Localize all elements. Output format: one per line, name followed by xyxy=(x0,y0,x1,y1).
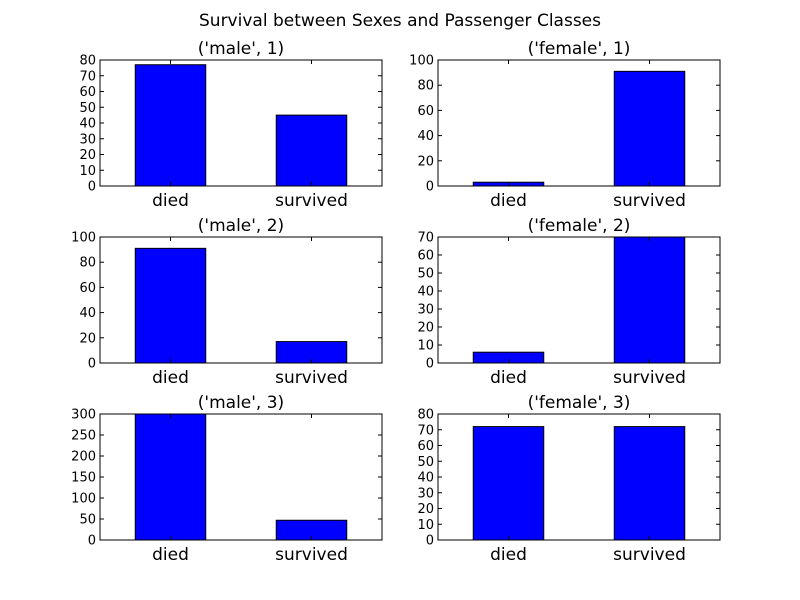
ytick-label: 0 xyxy=(426,357,434,372)
category-label-survived: survived xyxy=(613,545,686,565)
category-label-survived: survived xyxy=(275,368,348,388)
ytick-label: 0 xyxy=(88,357,96,372)
figure-title: Survival between Sexes and Passenger Cla… xyxy=(199,11,601,31)
ytick-label: 10 xyxy=(417,339,434,354)
subplot-title: ('female', 3) xyxy=(528,393,631,413)
ytick-label: 60 xyxy=(417,439,434,454)
ytick-label: 60 xyxy=(417,104,434,119)
category-label-survived: survived xyxy=(275,191,348,211)
subplot-title: ('male', 3) xyxy=(198,393,284,413)
ytick-label: 0 xyxy=(88,180,96,195)
ytick-label: 100 xyxy=(71,492,96,507)
ytick-label: 60 xyxy=(79,281,96,296)
axes-frame xyxy=(99,236,383,364)
category-label-died: died xyxy=(490,545,527,565)
ytick-label: 40 xyxy=(417,285,434,300)
subplot-2: ('female', 1) 0 20 40 60 80 100 died survived xyxy=(409,39,721,211)
ytick-label: 50 xyxy=(417,267,434,282)
subplot-5: ('male', 3) 0 50 100 150 200 250 300 died survive… xyxy=(71,393,383,565)
bar-survived xyxy=(613,236,686,364)
ytick-label: 10 xyxy=(79,164,96,179)
ytick-label: 30 xyxy=(79,132,96,147)
ytick-label: 100 xyxy=(409,54,434,69)
ytick-label: 50 xyxy=(417,455,434,470)
ytick-label: 50 xyxy=(79,513,96,528)
ytick-label: 0 xyxy=(88,534,96,549)
ytick-label: 100 xyxy=(71,231,96,246)
ytick-label: 300 xyxy=(71,408,96,423)
ytick-label: 40 xyxy=(79,306,96,321)
subplot-title: ('male', 1) xyxy=(198,39,284,59)
subplot-title: ('female', 1) xyxy=(528,39,631,59)
ytick-label: 150 xyxy=(71,471,96,486)
bar-died xyxy=(134,247,207,364)
bar-survived xyxy=(275,114,348,187)
ytick-label: 10 xyxy=(417,518,434,533)
axes-frame xyxy=(437,59,721,187)
category-label-survived: survived xyxy=(275,545,348,565)
ytick-label: 70 xyxy=(79,69,96,84)
category-label-died: died xyxy=(490,191,527,211)
ytick-label: 80 xyxy=(417,408,434,423)
bar-survived xyxy=(613,426,686,541)
ytick-label: 80 xyxy=(79,54,96,69)
ytick-label: 250 xyxy=(71,429,96,444)
ytick-label: 20 xyxy=(417,502,434,517)
category-label-died: died xyxy=(490,368,527,388)
ytick-label: 200 xyxy=(71,450,96,465)
category-label-died: died xyxy=(152,191,189,211)
subplot-title: ('female', 2) xyxy=(528,216,631,236)
ytick-label: 40 xyxy=(79,117,96,132)
ytick-label: 20 xyxy=(79,331,96,346)
ytick-label: 70 xyxy=(417,423,434,438)
category-label-died: died xyxy=(152,545,189,565)
subplot-title: ('male', 2) xyxy=(198,216,284,236)
ytick-label: 20 xyxy=(417,321,434,336)
ytick-label: 20 xyxy=(417,154,434,169)
subplot-3: ('male', 2) 0 20 40 60 80 100 died survived xyxy=(71,216,383,388)
bar-died xyxy=(134,413,207,541)
ytick-label: 40 xyxy=(417,129,434,144)
ytick-label: 80 xyxy=(79,256,96,271)
ytick-label: 30 xyxy=(417,303,434,318)
ytick-label: 60 xyxy=(417,249,434,264)
ytick-label: 70 xyxy=(417,231,434,246)
axes-frame xyxy=(437,236,721,364)
category-label-survived: survived xyxy=(613,191,686,211)
bar-survived xyxy=(613,70,686,187)
ytick-label: 30 xyxy=(417,486,434,501)
ytick-label: 60 xyxy=(79,85,96,100)
ytick-label: 20 xyxy=(79,148,96,163)
bar-died xyxy=(134,64,207,187)
subplot-4: ('female', 2) 0 10 20 30 40 50 60 70 died survived xyxy=(417,216,721,388)
ytick-label: 40 xyxy=(417,471,434,486)
ytick-label: 80 xyxy=(417,79,434,94)
ytick-label: 50 xyxy=(79,101,96,116)
category-label-survived: survived xyxy=(613,368,686,388)
bar-died xyxy=(472,426,545,541)
ytick-label: 0 xyxy=(426,180,434,195)
category-label-died: died xyxy=(152,368,189,388)
ytick-label: 0 xyxy=(426,534,434,549)
